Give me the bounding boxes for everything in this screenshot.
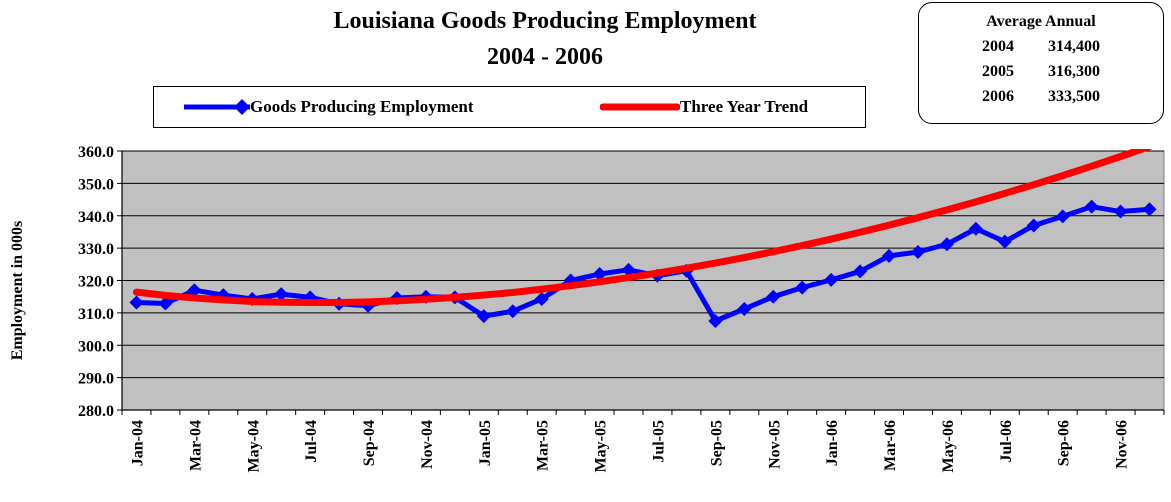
y-tick-label: 320.0 (78, 274, 114, 291)
x-tick-label: Mar-06 (882, 420, 899, 471)
average-annual-title: Average Annual (986, 13, 1096, 30)
y-tick-label: 350.0 (78, 176, 114, 193)
x-tick-label: Sep-06 (1056, 420, 1073, 466)
x-tick-label: Mar-04 (187, 420, 204, 471)
average-value: 316,300 (1048, 63, 1100, 80)
data-point (592, 267, 607, 282)
data-point (968, 221, 983, 236)
data-point (853, 264, 868, 279)
data-point (939, 237, 954, 252)
data-point (1113, 204, 1128, 219)
y-tick-label: 280.0 (78, 403, 114, 420)
y-tick-label: 300.0 (78, 338, 114, 355)
data-point (708, 313, 723, 328)
data-point (621, 262, 636, 277)
average-year: 2006 (982, 88, 1014, 105)
series-line-trend (132, 149, 1152, 307)
average-value: 314,400 (1048, 38, 1100, 55)
data-point (476, 309, 491, 324)
average-year: 2004 (982, 38, 1014, 55)
x-tick-label: Nov-06 (1114, 420, 1131, 469)
x-tick-label: Jan-06 (824, 420, 841, 466)
data-point (766, 289, 781, 304)
data-point (274, 287, 289, 302)
average-annual-box: Average Annual 2004 314,400 2005 316,300… (918, 2, 1164, 124)
x-tick-label: Mar-05 (535, 420, 552, 471)
x-tick-label: May-04 (245, 420, 262, 472)
data-point (1142, 202, 1157, 217)
x-tick-label: May-05 (593, 420, 610, 472)
data-point (795, 280, 810, 295)
data-point (882, 248, 897, 263)
y-tick-label: 360.0 (78, 144, 114, 161)
x-tick-label: Sep-04 (361, 420, 378, 466)
average-value: 333,500 (1048, 88, 1100, 105)
x-tick-label: Jul-05 (650, 420, 667, 463)
data-point (158, 296, 173, 311)
x-tick-label: Nov-04 (419, 420, 436, 469)
x-tick-label: Jan-05 (477, 420, 494, 466)
chart-legend: Goods Producing Employment Three Year Tr… (153, 86, 866, 128)
x-tick-label: Sep-05 (708, 420, 725, 466)
x-tick-label: Jul-06 (998, 420, 1015, 463)
data-point (1026, 218, 1041, 233)
y-tick-label: 340.0 (78, 209, 114, 226)
data-point (534, 291, 549, 306)
data-point (187, 283, 202, 298)
average-year: 2005 (982, 63, 1014, 80)
data-point (1084, 199, 1099, 214)
y-tick-label: 310.0 (78, 306, 114, 323)
data-point (910, 245, 925, 260)
y-tick-label: 290.0 (78, 371, 114, 388)
average-row-2006: 2006 333,500 (919, 84, 1163, 109)
data-point (1055, 209, 1070, 224)
y-tick-label: 330.0 (78, 241, 114, 258)
legend-swatch-employment (184, 99, 250, 115)
x-tick-label: Jul-04 (303, 420, 320, 463)
data-point (505, 304, 520, 319)
chart-title: Louisiana Goods Producing Employment (333, 8, 757, 34)
chart-subtitle: 2004 - 2006 (487, 44, 603, 70)
legend-label-trend: Three Year Trend (680, 97, 809, 116)
average-row-2005: 2005 316,300 (919, 59, 1163, 84)
y-axis-label: Employment in 000s (9, 221, 26, 361)
x-tick-label: Nov-05 (766, 420, 783, 469)
x-tick-label: May-06 (940, 420, 957, 472)
data-point (129, 295, 144, 310)
legend-label-employment: Goods Producing Employment (250, 97, 474, 116)
data-point (824, 272, 839, 287)
x-tick-label: Jan-04 (129, 420, 146, 466)
data-point (737, 301, 752, 316)
data-point (997, 234, 1012, 249)
average-row-2004: 2004 314,400 (919, 34, 1163, 59)
legend-swatch-trend (600, 103, 680, 111)
